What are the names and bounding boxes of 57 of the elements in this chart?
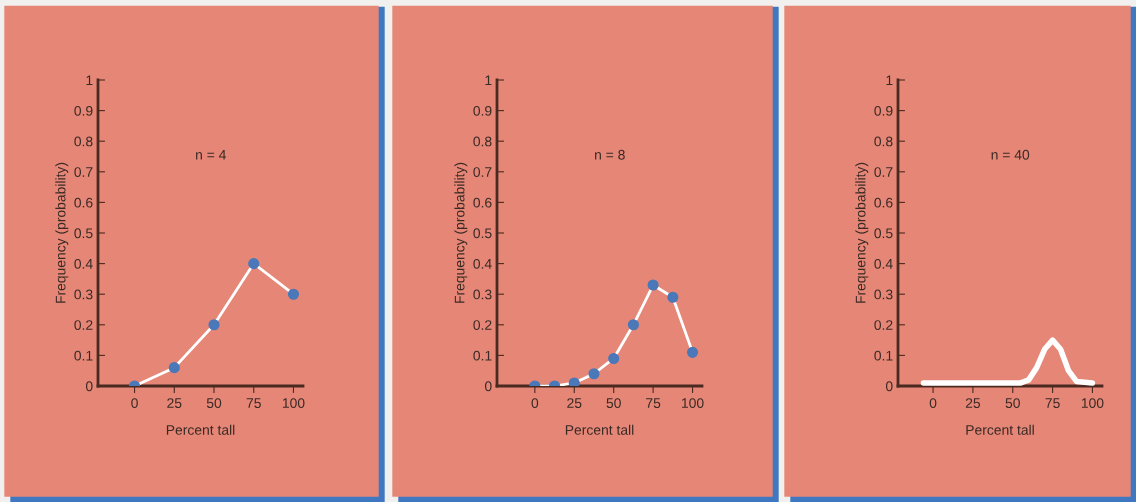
annotation: n = 40 bbox=[991, 149, 1030, 160]
y-tick-label: 0.2 bbox=[473, 320, 492, 330]
y-tick-label: 0.7 bbox=[74, 167, 93, 177]
y-tick-label: 0 bbox=[85, 381, 93, 392]
y-tick-label: 0.1 bbox=[74, 350, 93, 361]
y-tick-label: 0.9 bbox=[74, 105, 93, 116]
x-tick-label: 75 bbox=[246, 398, 261, 409]
y-axis-title: Frequency (probability) bbox=[855, 162, 869, 303]
annotation: n = 4 bbox=[196, 150, 226, 160]
y-tick-label: 0.2 bbox=[74, 320, 93, 330]
y-tick-label: 0.8 bbox=[473, 136, 492, 147]
x-tick-label: 50 bbox=[206, 398, 222, 409]
y-tick-label: 0.8 bbox=[74, 136, 93, 147]
y-tick-label: 0.6 bbox=[874, 197, 893, 208]
y-tick-label: 0 bbox=[885, 381, 893, 392]
y-tick-label: 0.4 bbox=[74, 258, 93, 269]
x-tick-label: 0 bbox=[929, 398, 937, 409]
y-axis-title: Frequency (probability) bbox=[55, 162, 69, 303]
y-tick-label: 0.1 bbox=[473, 350, 492, 361]
x-tick-label: 75 bbox=[1045, 398, 1060, 409]
x-tick-label: 0 bbox=[131, 398, 138, 409]
y-tick-label: 0.7 bbox=[473, 167, 492, 177]
annotation: n = 8 bbox=[595, 149, 625, 160]
y-tick-label: 0 bbox=[484, 381, 492, 392]
x-tick-label: 100 bbox=[1081, 398, 1104, 409]
y-tick-label: 0.3 bbox=[473, 289, 492, 300]
y-tick-label: 0.7 bbox=[874, 167, 893, 177]
y-tick-label: 0.1 bbox=[874, 350, 893, 361]
y-axis-title: Frequency (probability) bbox=[454, 162, 468, 303]
x-tick-label: 50 bbox=[606, 398, 621, 409]
y-tick-label: 0.3 bbox=[874, 289, 893, 300]
y-tick-label: 0.8 bbox=[874, 136, 893, 147]
x-tick-label: 75 bbox=[646, 398, 661, 409]
x-tick-label: 0 bbox=[531, 398, 539, 409]
y-tick-label: 0.5 bbox=[473, 228, 492, 239]
y-tick-label: 0.6 bbox=[473, 197, 492, 208]
y-tick-label: 0.4 bbox=[473, 258, 492, 269]
x-axis-title: Percent tall bbox=[166, 424, 235, 435]
x-tick-label: 25 bbox=[167, 398, 182, 409]
y-tick-label: 0.9 bbox=[473, 105, 492, 116]
y-tick-label: 0.5 bbox=[874, 228, 893, 239]
y-tick-label: 1 bbox=[886, 75, 893, 86]
y-tick-label: 0.2 bbox=[874, 320, 893, 330]
x-axis-title: Percent tall bbox=[966, 424, 1034, 435]
y-tick-label: 0.5 bbox=[74, 228, 93, 239]
x-tick-label: 100 bbox=[282, 398, 305, 409]
y-tick-label: 1 bbox=[485, 75, 492, 86]
y-tick-label: 0.4 bbox=[874, 258, 893, 269]
y-tick-label: 1 bbox=[86, 75, 93, 86]
x-axis-title: Percent tall bbox=[565, 424, 634, 435]
y-tick-label: 0.9 bbox=[874, 105, 893, 116]
x-tick-label: 25 bbox=[567, 398, 582, 409]
y-tick-label: 0.6 bbox=[74, 197, 93, 208]
x-tick-label: 25 bbox=[965, 398, 981, 409]
y-tick-label: 0.3 bbox=[74, 289, 93, 300]
x-tick-label: 100 bbox=[682, 398, 704, 409]
x-tick-label: 50 bbox=[1005, 398, 1020, 409]
